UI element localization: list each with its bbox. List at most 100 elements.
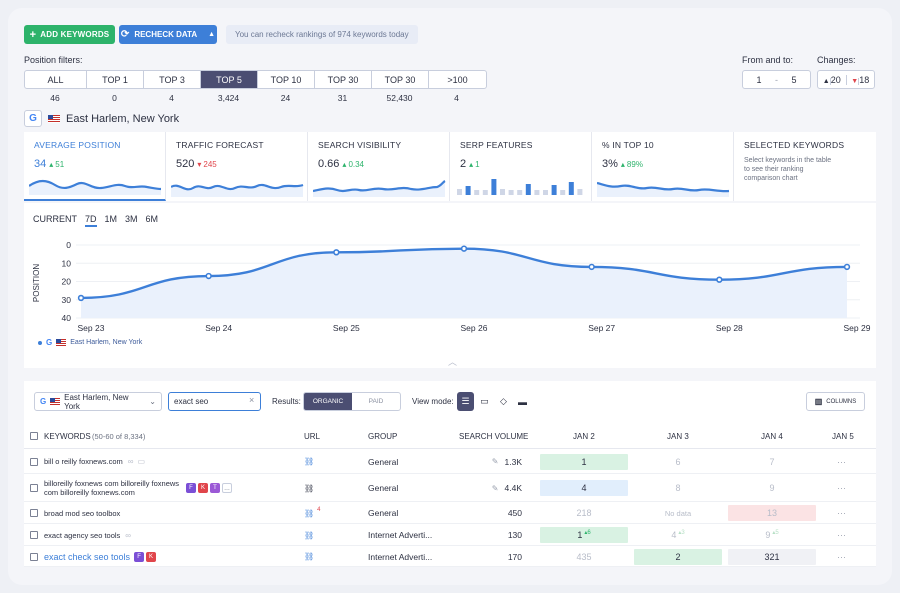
- position-filter-3[interactable]: TOP 5: [201, 71, 258, 88]
- add-keywords-button[interactable]: + ADD KEYWORDS: [24, 25, 115, 44]
- header-keywords[interactable]: KEYWORDS: [44, 432, 91, 441]
- header-volume[interactable]: SEARCH VOLUME: [459, 432, 529, 441]
- position-filter-1[interactable]: TOP 1: [87, 71, 144, 88]
- rank-cell-jan3[interactable]: 6: [634, 454, 722, 470]
- rank-cell-jan2[interactable]: 1: [540, 453, 628, 470]
- keyword-tag[interactable]: T: [210, 483, 220, 493]
- data-point[interactable]: [843, 263, 851, 271]
- select-all-checkbox[interactable]: [30, 432, 38, 440]
- row-checkbox[interactable]: [30, 552, 38, 561]
- data-point[interactable]: [205, 272, 212, 280]
- keyword-search-input[interactable]: [168, 392, 261, 411]
- comment-icon[interactable]: ▭: [137, 457, 146, 466]
- rank-cell-jan2[interactable]: 4: [540, 480, 628, 496]
- header-jan5[interactable]: JAN 5: [832, 432, 854, 441]
- rank-cell-jan2[interactable]: 1 ▴6: [540, 527, 628, 543]
- table-row[interactable]: bill o reilly foxnews.com ∞ ▭ ⛓ General ✎ 1.3K…: [24, 449, 876, 474]
- changes-down[interactable]: ▼18: [847, 75, 875, 85]
- rank-cell-jan4[interactable]: 321: [728, 548, 816, 565]
- columns-button[interactable]: ▥ COLUMNS: [806, 392, 865, 411]
- url-link-icon[interactable]: ⛓: [304, 483, 315, 493]
- metric-card-3[interactable]: SERP FEATURES 2 ▴ 1: [450, 132, 592, 201]
- header-url[interactable]: URL: [304, 432, 321, 441]
- row-checkbox[interactable]: [30, 484, 38, 492]
- data-point[interactable]: [588, 263, 595, 271]
- list-view-icon[interactable]: ☰: [457, 392, 474, 411]
- table-row[interactable]: broad mod seo toolbox ⛓ 4 General 450 218 No d…: [24, 502, 876, 524]
- data-point[interactable]: [77, 294, 85, 302]
- data-point[interactable]: [716, 276, 723, 283]
- collapse-chevron-icon[interactable]: ︿: [448, 357, 458, 367]
- tag-view-icon[interactable]: ◇: [500, 396, 507, 406]
- chart-tab-1[interactable]: 7D: [85, 214, 97, 227]
- url-link-icon[interactable]: ⛓: [304, 457, 315, 466]
- rank-cell-jan5[interactable]: ···: [837, 530, 846, 540]
- link-chain-icon[interactable]: ∞: [125, 530, 131, 540]
- rank-cell-jan4[interactable]: 9 ▴5: [728, 527, 816, 543]
- url-link-icon[interactable]: ⛓: [304, 508, 315, 518]
- organic-button[interactable]: ORGANIC: [304, 393, 352, 410]
- row-checkbox[interactable]: [30, 457, 38, 466]
- metric-card-2[interactable]: SEARCH VISIBILITY 0.66 ▴ 0.34: [308, 132, 450, 201]
- paid-button[interactable]: PAID: [368, 398, 384, 405]
- position-filter-5[interactable]: TOP 30: [315, 71, 372, 88]
- metric-card-0[interactable]: AVERAGE POSITION 34 ▴ 51: [24, 132, 166, 201]
- keyword-tag[interactable]: K: [198, 483, 208, 493]
- header-jan3[interactable]: JAN 3: [667, 432, 689, 441]
- range-from[interactable]: 1: [756, 74, 762, 85]
- position-filter-7[interactable]: >100: [447, 74, 468, 85]
- rank-cell-jan5[interactable]: ···: [837, 551, 846, 562]
- rank-cell-jan4[interactable]: 7: [728, 454, 816, 470]
- changes-up[interactable]: ▲20: [818, 74, 847, 85]
- metric-card-4[interactable]: % IN TOP 10 3% ▴ 89%: [592, 132, 734, 201]
- rank-cell-jan3[interactable]: 8: [634, 480, 722, 496]
- data-point[interactable]: [333, 249, 340, 256]
- url-link-icon[interactable]: ⛓: [304, 530, 315, 540]
- recheck-data-button[interactable]: ⟳ RECHECK DATA ▲: [119, 25, 217, 44]
- data-point[interactable]: [460, 245, 468, 252]
- metric-card-1[interactable]: TRAFFIC FORECAST 520 ▾ 245: [166, 132, 308, 201]
- header-jan4[interactable]: JAN 4: [761, 432, 783, 441]
- changes-filter[interactable]: ▲20 ▼18: [817, 70, 875, 89]
- keyword-tag[interactable]: K: [146, 551, 157, 562]
- header-jan2[interactable]: JAN 2: [573, 432, 595, 441]
- url-link-icon[interactable]: ⛓: [304, 552, 315, 561]
- google-engine-button[interactable]: G: [24, 110, 42, 127]
- position-filter-0[interactable]: ALL: [25, 71, 87, 88]
- position-filter-2[interactable]: TOP 3: [144, 71, 201, 88]
- table-row[interactable]: exact agency seo tools ∞ ⛓ Internet Adverti…: [24, 524, 876, 546]
- rank-cell-jan3[interactable]: 4 ▴3: [634, 527, 722, 543]
- link-chain-icon[interactable]: ∞: [127, 457, 134, 466]
- range-input[interactable]: 1 - 5: [742, 70, 811, 89]
- table-row[interactable]: exact check seo tools F K ⛓ Internet Adverti…: [24, 546, 876, 567]
- rank-cell-jan2[interactable]: 435: [540, 549, 628, 565]
- rank-cell-jan4[interactable]: 9: [728, 480, 816, 496]
- rank-cell-jan3[interactable]: No data: [634, 505, 722, 521]
- keyword-tag[interactable]: F: [186, 483, 196, 493]
- folder-view-icon[interactable]: ▭: [480, 396, 489, 406]
- edit-pencil-icon[interactable]: ✎: [491, 457, 499, 466]
- rank-cell-jan2[interactable]: 218: [540, 505, 628, 521]
- chart-tab-0[interactable]: CURRENT: [33, 214, 77, 224]
- row-checkbox[interactable]: [30, 531, 38, 539]
- chart-tab-4[interactable]: 6M: [145, 214, 159, 224]
- location-select[interactable]: G East Harlem, New York ⌄: [34, 392, 162, 411]
- keyword-text[interactable]: exact check seo tools: [44, 551, 131, 562]
- edit-pencil-icon[interactable]: ✎: [491, 483, 499, 493]
- table-row[interactable]: billoreilly foxnews com billoreilly foxn…: [24, 474, 876, 502]
- folder-filled-view-icon[interactable]: ▬: [518, 396, 527, 407]
- position-filter-6[interactable]: TOP 30: [372, 71, 429, 88]
- rank-cell-jan3[interactable]: 2: [634, 548, 722, 565]
- rank-cell-jan4[interactable]: 13: [728, 505, 816, 521]
- rank-cell-jan5[interactable]: ···: [837, 456, 846, 467]
- keyword-tag[interactable]: F: [134, 551, 145, 562]
- rank-cell-jan5[interactable]: ···: [837, 483, 846, 493]
- range-to[interactable]: 5: [791, 74, 797, 85]
- header-group[interactable]: GROUP: [368, 432, 398, 441]
- position-filter-4[interactable]: TOP 10: [258, 71, 315, 88]
- chart-tab-3[interactable]: 3M: [125, 214, 138, 224]
- chart-tab-2[interactable]: 1M: [104, 214, 118, 224]
- clear-search-icon[interactable]: ×: [249, 395, 255, 405]
- keyword-tag[interactable]: …: [222, 483, 232, 493]
- rank-cell-jan5[interactable]: ···: [837, 508, 846, 518]
